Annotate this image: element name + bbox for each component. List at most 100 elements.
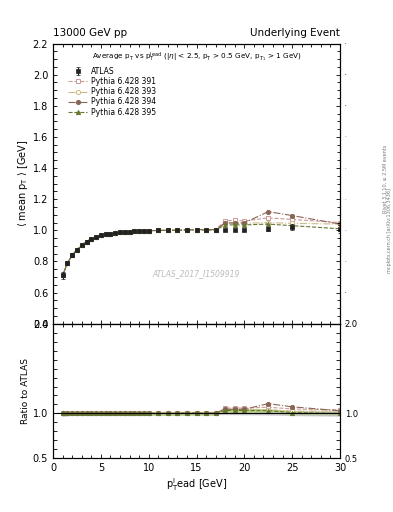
Pythia 6.428 391 <box>132 228 137 234</box>
Pythia 6.428 394 <box>60 272 65 279</box>
Pythia 6.428 391 <box>70 252 75 259</box>
Pythia 6.428 393 <box>70 252 75 259</box>
Pythia 6.428 395 <box>165 227 170 233</box>
Pythia 6.428 394 <box>137 228 141 234</box>
Pythia 6.428 394 <box>113 230 118 236</box>
Pythia 6.428 391 <box>65 260 70 266</box>
Pythia 6.428 394 <box>165 227 170 233</box>
Pythia 6.428 393 <box>165 227 170 233</box>
Pythia 6.428 391 <box>175 227 180 233</box>
Pythia 6.428 393 <box>185 227 189 233</box>
Pythia 6.428 394 <box>266 208 270 215</box>
Pythia 6.428 395 <box>156 227 161 233</box>
Pythia 6.428 395 <box>99 232 103 239</box>
Pythia 6.428 393 <box>194 226 199 232</box>
Pythia 6.428 395 <box>194 227 199 233</box>
Pythia 6.428 391 <box>137 228 141 234</box>
Pythia 6.428 395 <box>146 227 151 233</box>
Pythia 6.428 395 <box>94 234 99 240</box>
Pythia 6.428 394 <box>146 227 151 233</box>
Pythia 6.428 393 <box>141 228 146 234</box>
Pythia 6.428 391 <box>94 234 99 240</box>
Pythia 6.428 393 <box>146 227 151 233</box>
Pythia 6.428 395 <box>242 222 247 228</box>
Pythia 6.428 395 <box>185 227 189 233</box>
Pythia 6.428 391 <box>60 272 65 279</box>
Pythia 6.428 393 <box>242 220 247 226</box>
Pythia 6.428 393 <box>113 230 118 236</box>
Pythia 6.428 393 <box>103 231 108 238</box>
Pythia 6.428 395 <box>103 231 108 238</box>
Pythia 6.428 393 <box>89 236 94 242</box>
Pythia 6.428 394 <box>84 239 89 245</box>
Pythia 6.428 393 <box>338 221 342 227</box>
Pythia 6.428 393 <box>132 228 137 234</box>
Pythia 6.428 394 <box>70 252 75 259</box>
Text: ATLAS_2017_I1509919: ATLAS_2017_I1509919 <box>153 269 240 278</box>
Pythia 6.428 393 <box>266 220 270 226</box>
Pythia 6.428 395 <box>65 260 70 266</box>
Text: Average p$_\mathregular{T}$ vs p$_\mathregular{T}^\mathregular{lead}$ (|$\eta$| : Average p$_\mathregular{T}$ vs p$_\mathr… <box>92 51 301 64</box>
Pythia 6.428 391 <box>156 227 161 233</box>
Pythia 6.428 391 <box>232 217 237 223</box>
Pythia 6.428 394 <box>175 227 180 233</box>
Pythia 6.428 393 <box>60 272 65 279</box>
Pythia 6.428 394 <box>223 220 228 226</box>
Pythia 6.428 394 <box>290 212 294 219</box>
Pythia 6.428 393 <box>156 227 161 233</box>
Pythia 6.428 391 <box>141 228 146 234</box>
Pythia 6.428 394 <box>213 226 218 232</box>
Pythia 6.428 394 <box>79 242 84 248</box>
Y-axis label: Ratio to ATLAS: Ratio to ATLAS <box>21 358 30 424</box>
Pythia 6.428 394 <box>242 220 247 226</box>
Pythia 6.428 395 <box>84 239 89 245</box>
Pythia 6.428 391 <box>242 218 247 224</box>
Y-axis label: ⟨ mean p$_\mathregular{T}$ ⟩ [GeV]: ⟨ mean p$_\mathregular{T}$ ⟩ [GeV] <box>16 140 30 227</box>
Pythia 6.428 393 <box>290 220 294 226</box>
Pythia 6.428 395 <box>204 227 208 233</box>
Line: Pythia 6.428 391: Pythia 6.428 391 <box>61 216 342 278</box>
Pythia 6.428 395 <box>141 228 146 234</box>
Pythia 6.428 394 <box>232 220 237 226</box>
Pythia 6.428 391 <box>204 227 208 233</box>
Pythia 6.428 393 <box>223 220 228 226</box>
Pythia 6.428 394 <box>123 229 127 235</box>
Line: Pythia 6.428 393: Pythia 6.428 393 <box>61 221 342 278</box>
Pythia 6.428 391 <box>146 227 151 233</box>
Pythia 6.428 395 <box>108 230 113 237</box>
Pythia 6.428 393 <box>232 220 237 226</box>
Pythia 6.428 394 <box>89 236 94 242</box>
Pythia 6.428 391 <box>79 242 84 248</box>
Pythia 6.428 393 <box>123 229 127 235</box>
Pythia 6.428 391 <box>223 218 228 224</box>
X-axis label: p$_\mathregular{T}^\mathregular{l}$ead [GeV]: p$_\mathregular{T}^\mathregular{l}$ead [… <box>166 476 227 493</box>
Pythia 6.428 394 <box>204 226 208 232</box>
Legend: ATLAS, Pythia 6.428 391, Pythia 6.428 393, Pythia 6.428 394, Pythia 6.428 395: ATLAS, Pythia 6.428 391, Pythia 6.428 39… <box>68 67 156 117</box>
Pythia 6.428 393 <box>108 230 113 237</box>
Pythia 6.428 391 <box>108 230 113 237</box>
Pythia 6.428 394 <box>141 228 146 234</box>
Pythia 6.428 391 <box>185 227 189 233</box>
Pythia 6.428 394 <box>103 231 108 238</box>
Pythia 6.428 393 <box>84 239 89 245</box>
Pythia 6.428 395 <box>60 272 65 279</box>
Pythia 6.428 395 <box>118 229 122 236</box>
Pythia 6.428 391 <box>290 217 294 223</box>
Pythia 6.428 391 <box>266 215 270 221</box>
Text: Rivet 3.1.10, ≥ 2.5M events: Rivet 3.1.10, ≥ 2.5M events <box>383 145 387 214</box>
Pythia 6.428 395 <box>123 229 127 235</box>
Pythia 6.428 394 <box>127 228 132 234</box>
Pythia 6.428 393 <box>99 232 103 239</box>
Pythia 6.428 391 <box>194 226 199 232</box>
Pythia 6.428 395 <box>79 242 84 248</box>
Pythia 6.428 393 <box>137 228 141 234</box>
Pythia 6.428 393 <box>79 242 84 248</box>
Pythia 6.428 395 <box>232 222 237 228</box>
Pythia 6.428 393 <box>94 234 99 240</box>
Pythia 6.428 394 <box>118 229 122 236</box>
Line: Pythia 6.428 394: Pythia 6.428 394 <box>61 209 342 278</box>
Pythia 6.428 394 <box>99 232 103 239</box>
Pythia 6.428 395 <box>75 247 79 253</box>
Pythia 6.428 394 <box>132 228 137 234</box>
Pythia 6.428 391 <box>113 230 118 236</box>
